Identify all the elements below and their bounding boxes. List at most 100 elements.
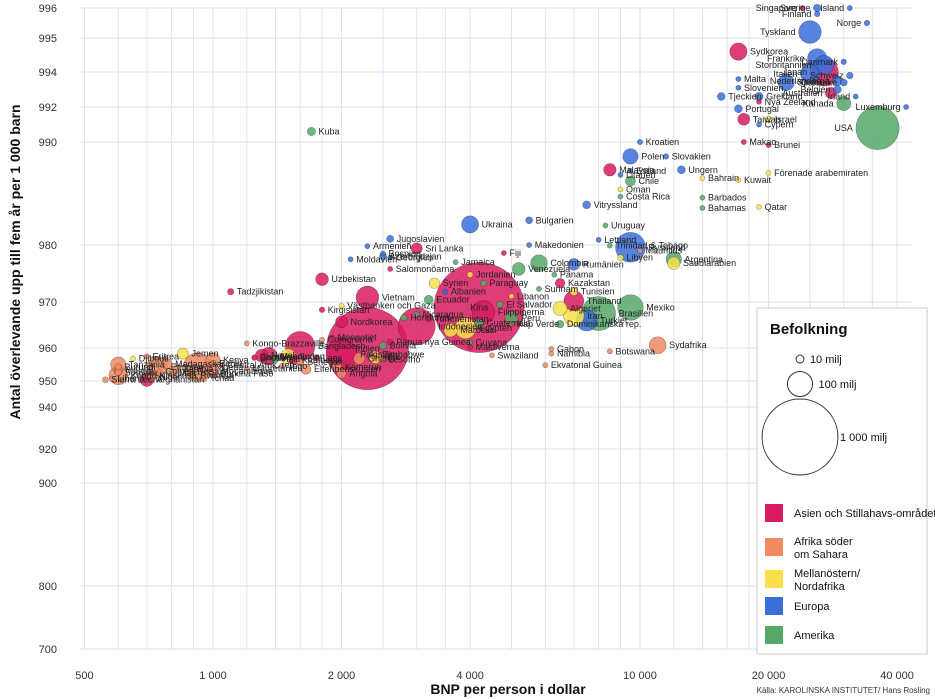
bubble-maldiverna [467, 344, 473, 350]
label-bangladesh: Bangladesh [318, 341, 366, 351]
bubble-lesotho [380, 356, 386, 363]
label-taiwan: Taiwan [753, 114, 781, 124]
bubble-jugoslavien [386, 234, 395, 243]
label-elfenbenskusten: Elfenbenskusten [314, 364, 381, 374]
size-legend: 10 milj 100 milj 1 000 milj [761, 354, 887, 476]
label-kina: Kina [470, 303, 488, 313]
legend-label-europe: Europa [794, 601, 830, 613]
bubble-storbritannien [814, 55, 835, 76]
label-togo: Togo [288, 361, 308, 371]
y-tick-label: 950 [39, 376, 57, 388]
label-peru: Peru [521, 313, 540, 323]
bubble-central-afrik-rep [219, 362, 225, 369]
label-oman: Oman [626, 184, 651, 194]
label-costa-rica: Costa Rica [626, 192, 670, 202]
bubble-schweiz [846, 71, 854, 80]
label-malta: Malta [744, 74, 766, 84]
bubble-litauen [617, 172, 624, 178]
bubble-el-salvador [496, 300, 504, 308]
label-barbados: Barbados [708, 193, 747, 203]
y-axis-title: Antal överlevande upp till fem år per 1 … [7, 104, 23, 419]
bubble-polen [622, 148, 639, 165]
bubble-sydkorea [729, 42, 748, 61]
bubble-togo [278, 363, 285, 370]
bubble-portugal [734, 104, 743, 114]
size-legend-label: 100 milj [819, 379, 857, 391]
bubble-qatar [756, 203, 762, 210]
label-nigeria: Nigeria [215, 362, 244, 372]
label-jordanien: Jordanien [476, 270, 516, 280]
bubble-österrike [839, 78, 848, 87]
y-tick-label: 700 [39, 644, 57, 656]
bubble-tchad [199, 373, 208, 383]
label-bolivia: Bolivia [390, 341, 417, 351]
bubble-cypern [756, 121, 762, 128]
bubble-fiji [500, 250, 507, 256]
bubble-guinea-bissau [156, 368, 163, 375]
bubble-slovakien [662, 153, 670, 160]
label-dominikanska-rep: Dominikanska rep. [567, 319, 642, 329]
bubble-panama [551, 271, 558, 278]
label-kongo-brazzaville: Kongo-Brazzaville [252, 338, 325, 348]
label-fiji: Fiji [509, 248, 520, 258]
label-sierra-leone: Sierra Leone [111, 375, 163, 385]
bubbles-layer [102, 3, 910, 391]
label-nya-zeeland: Nya Zeeland [765, 97, 816, 107]
label-bosnien: Bosnien [389, 249, 422, 259]
bubble-usa [855, 106, 900, 150]
label-gabon: Gabon [557, 344, 584, 354]
bubble-malaysia [603, 163, 617, 177]
label-danmark: Danmark [801, 57, 838, 67]
label-liberia: Liberia [118, 374, 145, 384]
label-tadzjikistan: Tadzjikistan [237, 287, 284, 297]
label-rwanda: Rwanda [200, 370, 233, 380]
legend-box [756, 307, 928, 655]
label-surinam: Surinam [545, 284, 579, 294]
label-jugoslavien: Jugoslavien [397, 234, 445, 244]
bubble-nya-zeeland [756, 98, 762, 105]
label-honduras: Honduras [410, 313, 450, 323]
bubble-kap-verde [508, 321, 515, 327]
bubble-ghana [353, 352, 366, 365]
x-tick-label: 10 000 [623, 670, 657, 682]
y-tick-labels: 700 800 900 920 940 950 960 970 980 990 992 994 995 9… [39, 3, 57, 656]
label-mongoliet: Mongoliet [338, 332, 378, 342]
label-mali: Mali [179, 368, 196, 378]
label-paraguay: Paraguay [490, 278, 529, 288]
x-tick-label: 500 [75, 670, 93, 682]
bubble-ungern [677, 165, 686, 175]
label-central-afrik-rep: Central Afrik. rep [228, 360, 295, 370]
bubble-makao [740, 139, 747, 145]
label-makao: Makao [749, 137, 776, 147]
label-portugal: Portugal [745, 104, 779, 114]
legend-swatch-mena [765, 570, 783, 588]
legend-label-asia: Asien och Stillahavs-området [794, 508, 935, 520]
y-tick-label: 920 [39, 444, 57, 456]
bubble-haiti [271, 355, 280, 364]
label-iran: Iran [587, 311, 603, 321]
bubble-salomonöarna [387, 266, 394, 272]
label-ekvatorial-guinea: Ekvatorial Guinea [551, 360, 622, 370]
label-storbritannien: Storbritannien [755, 60, 811, 70]
label-usa: USA [834, 123, 853, 133]
label-kuba: Kuba [319, 127, 340, 137]
label-finland: Finland [782, 9, 812, 19]
bubble-spanien [777, 74, 795, 91]
bubble-ukraina [461, 215, 479, 234]
label-libanon: Libanon [517, 291, 549, 301]
bubble-jamaica [452, 259, 459, 265]
x-tick-label: 2 000 [328, 670, 356, 682]
x-tick-labels: 500 1 000 2 000 4 000 10 000 20 000 40 000 [75, 670, 914, 682]
label-lettland: Lettland [604, 235, 636, 245]
label-bahamas: Bahamas [708, 203, 747, 213]
bubble-mexiko [617, 294, 644, 321]
bubble-västbanken-och-gaza [338, 302, 345, 309]
bubble-förenade-arabemiraten [765, 169, 772, 176]
bubble-burundi [114, 363, 122, 371]
label-singapore: Singapore [756, 3, 797, 13]
y-tick-label: 960 [39, 343, 57, 355]
bubble-gabon [548, 346, 555, 352]
bubble-botswana [606, 348, 613, 355]
bubble-rwanda [189, 371, 198, 380]
bubble-belgien [833, 85, 842, 94]
